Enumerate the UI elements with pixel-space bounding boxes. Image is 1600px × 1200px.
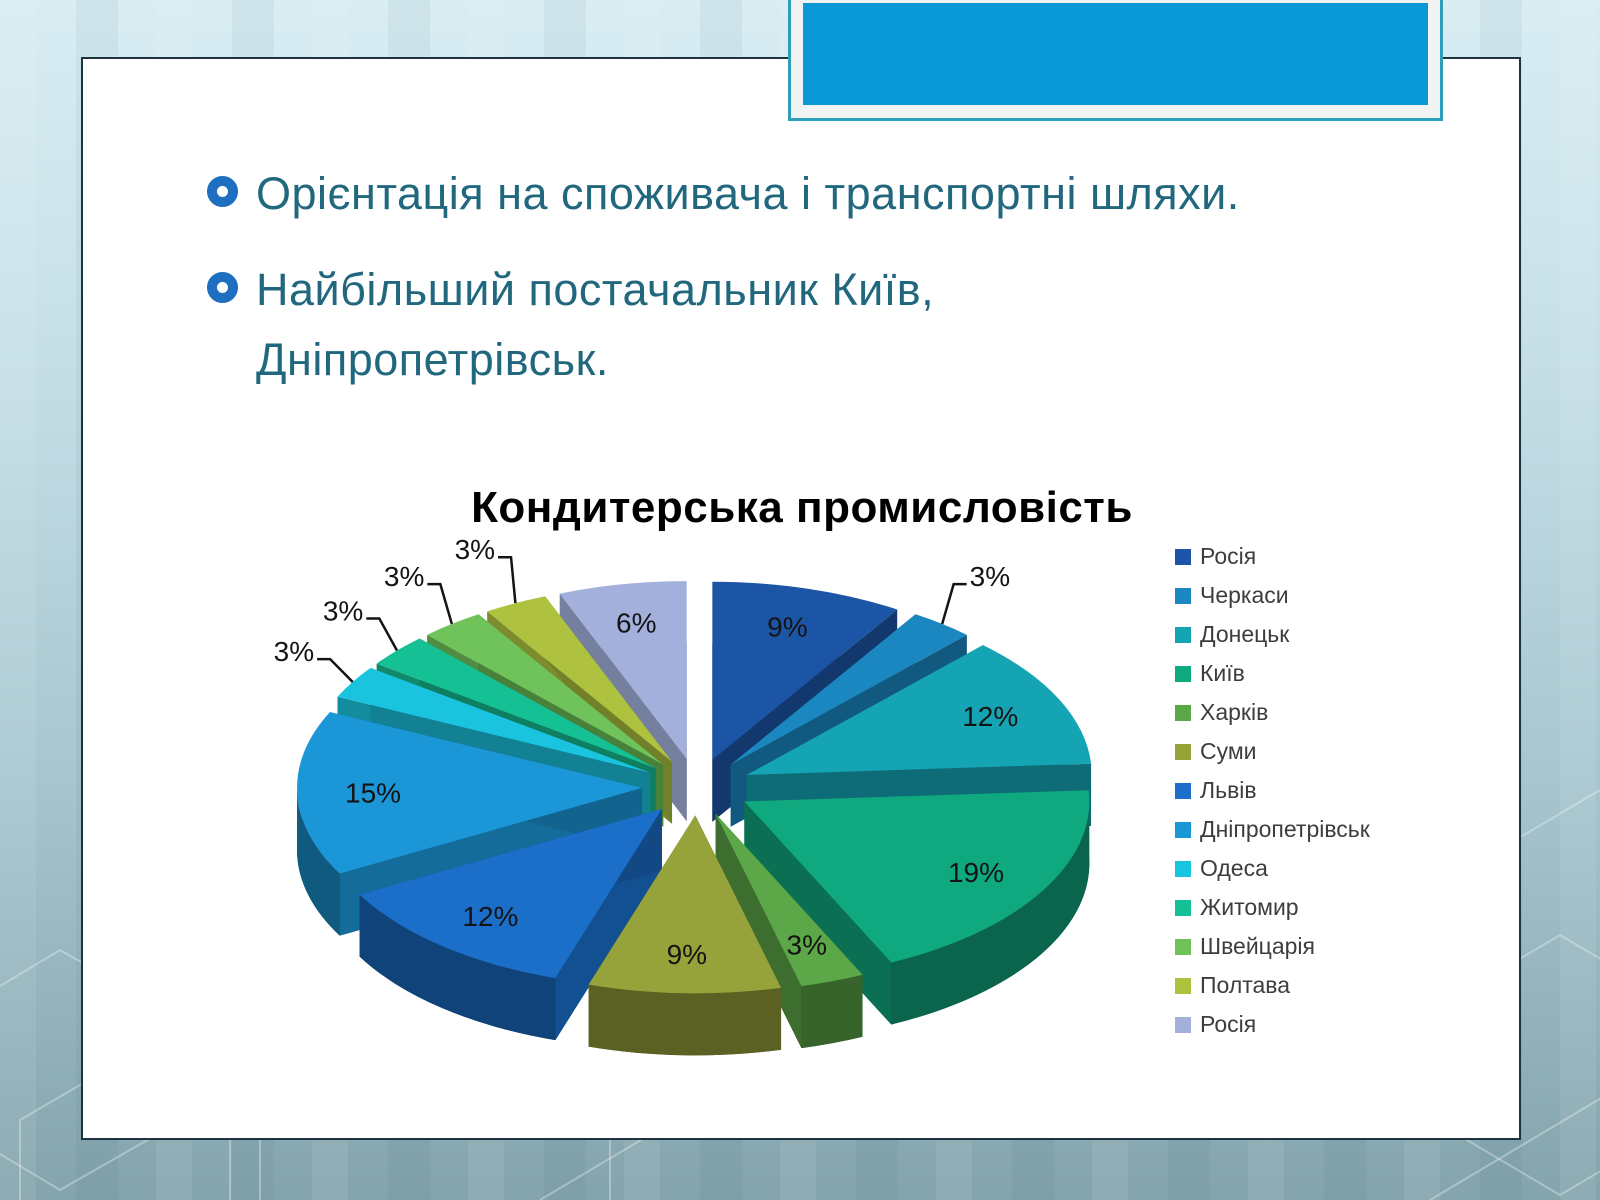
legend-item: Дніпропетрівськ <box>1175 816 1370 842</box>
legend-label: Росія <box>1200 1011 1257 1037</box>
legend-item: Одеса <box>1175 855 1370 881</box>
legend-swatch <box>1175 938 1191 955</box>
legend-item: Росія <box>1175 1011 1370 1037</box>
pie-value-label: 3% <box>274 636 314 667</box>
pie-value-label: 9% <box>667 939 707 970</box>
pie-value-label: 15% <box>345 777 401 808</box>
bullet-text: Найбільший постачальник Київ, Дніпропетр… <box>256 263 935 385</box>
pie-slice <box>337 667 650 773</box>
legend-label: Швейцарія <box>1200 933 1315 959</box>
accent-box <box>788 0 1443 121</box>
pie-value-label: 3% <box>455 534 495 565</box>
legend-label: Полтава <box>1200 972 1291 998</box>
legend-swatch <box>1175 1016 1191 1033</box>
pie-slice <box>588 815 782 994</box>
pie-slice-rim-wall <box>359 894 556 1041</box>
legend-label: Житомир <box>1200 894 1299 920</box>
legend-item: Швейцарія <box>1175 933 1370 959</box>
bullet-marker-icon <box>207 271 238 303</box>
bullet-item: Орієнтація на споживача і транспортні шл… <box>207 159 1287 229</box>
legend-item: Житомир <box>1175 894 1370 920</box>
legend-swatch <box>1175 704 1191 721</box>
legend-swatch <box>1175 977 1191 994</box>
legend-swatch <box>1175 548 1191 565</box>
label-leader-line <box>498 555 517 604</box>
legend-label: Київ <box>1200 660 1245 686</box>
pie-slice <box>559 581 687 760</box>
pie-value-label: 3% <box>970 561 1010 592</box>
bullet-list: Орієнтація на споживача і транспортні шл… <box>207 159 1287 420</box>
pie-slice <box>746 645 1092 775</box>
legend-label: Одеса <box>1200 855 1268 881</box>
legend-swatch <box>1175 743 1191 760</box>
legend-swatch <box>1175 860 1191 877</box>
pie-slice <box>359 808 662 979</box>
bullet-marker-icon <box>207 176 238 207</box>
legend-item: Черкаси <box>1175 582 1370 608</box>
legend-item: Суми <box>1175 738 1370 764</box>
label-leader-line <box>366 617 399 652</box>
legend-item: Київ <box>1175 660 1370 686</box>
legend-swatch <box>1175 626 1191 643</box>
pie-value-label: 3% <box>787 929 827 960</box>
legend-swatch <box>1175 899 1191 916</box>
label-leader-line <box>317 657 354 683</box>
pie-slice <box>744 790 1090 963</box>
pie-chart: 9% 3% 12% 19% 3% 9% 12% 15% 3% 3% 3% 3% 6% <box>274 534 1092 1056</box>
slide: Орієнтація на споживача і транспортні шл… <box>81 57 1521 1140</box>
legend-swatch <box>1175 782 1191 799</box>
accent-box-fill <box>803 3 1428 105</box>
pie-slice <box>715 813 863 987</box>
bullet-item: Найбільший постачальник Київ, Дніпропетр… <box>207 255 1287 395</box>
pie-value-label: 3% <box>323 595 363 626</box>
pie-slice-rim-wall <box>891 801 1090 1025</box>
legend-swatch <box>1175 665 1191 682</box>
legend-label: Дніпропетрівськ <box>1200 816 1370 842</box>
pie-value-label: 3% <box>384 561 424 592</box>
legend-label: Суми <box>1200 738 1257 764</box>
pie-value-label: 12% <box>462 901 518 932</box>
pie-value-label: 9% <box>767 611 807 642</box>
label-leader-line <box>940 582 967 625</box>
chart-title: Кондитерська промисловість <box>471 483 1133 532</box>
label-leader-line <box>427 582 454 625</box>
legend-label: Черкаси <box>1200 582 1289 608</box>
pie-slice-rim-wall <box>588 984 782 1056</box>
legend-item: Харків <box>1175 699 1370 725</box>
pie-slice-rim-wall <box>801 974 863 1049</box>
legend-item: Львів <box>1175 777 1370 803</box>
legend-swatch <box>1175 821 1191 838</box>
legend-item: Донецьк <box>1175 621 1370 647</box>
pie-value-label: 19% <box>948 857 1004 888</box>
pie-slice <box>376 638 656 769</box>
pie-value-label: 6% <box>616 608 656 639</box>
pie-value-label: 12% <box>962 701 1018 732</box>
pie-slice <box>712 581 898 760</box>
pie-slice <box>730 614 967 765</box>
legend-item: Росія <box>1175 543 1370 569</box>
legend-label: Росія <box>1200 543 1257 569</box>
pie-slice <box>297 712 643 874</box>
pie-slice <box>487 596 673 762</box>
legend-swatch <box>1175 587 1191 604</box>
legend-label: Львів <box>1200 777 1257 803</box>
legend-label: Харків <box>1200 699 1269 725</box>
pie-slice-rim-wall <box>297 787 340 936</box>
legend-item: Полтава <box>1175 972 1370 998</box>
bullet-text: Орієнтація на споживача і транспортні шл… <box>256 168 1240 219</box>
legend-label: Донецьк <box>1200 621 1290 647</box>
chart-legend: Росія Черкаси Донецьк Київ Харків Суми Львів Дн… <box>1175 543 1370 1052</box>
pie-slice <box>427 614 664 765</box>
